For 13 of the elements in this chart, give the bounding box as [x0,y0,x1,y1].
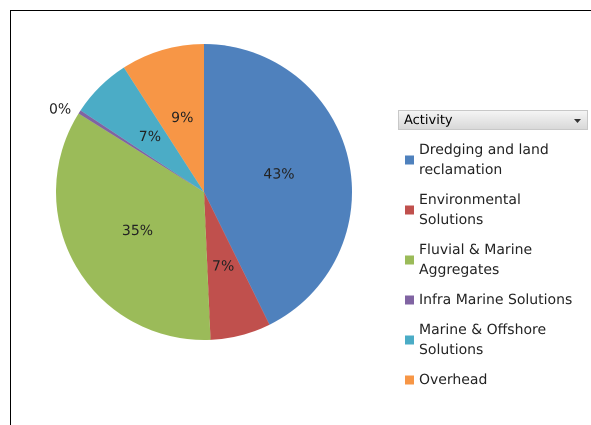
data-label: 35% [122,222,154,239]
legend-label: Marine & Offshore Solutions [419,322,551,358]
legend-label: Infra Marine Solutions [419,292,572,308]
legend-label: Fluvial & Marine Aggregates [419,242,537,278]
data-label: 7% [138,129,162,146]
legend-label: Dredging and land reclamation [419,142,554,178]
legend-label: Environmental Solutions [419,192,526,228]
legend-label: Overhead [419,372,488,388]
data-label: 7% [212,258,234,275]
legend-title: Activity [404,113,453,128]
data-label: 0% [48,102,72,118]
data-label: 43% [263,166,295,182]
data-label: 9% [171,110,194,126]
